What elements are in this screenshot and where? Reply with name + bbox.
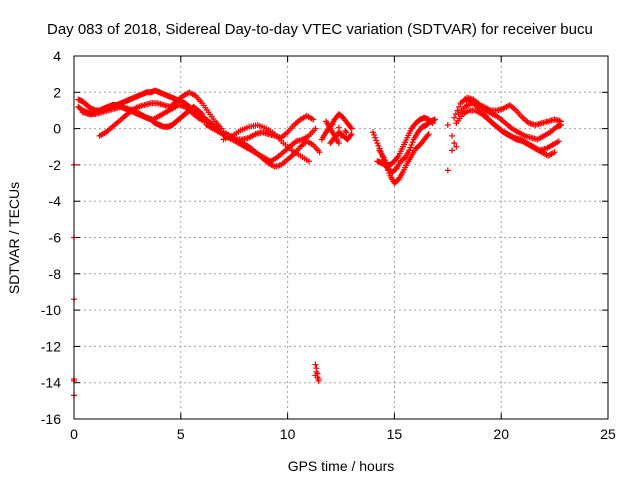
data-point-track-m bbox=[444, 167, 451, 174]
y-tick-label: -8 bbox=[49, 266, 62, 282]
data-point-track-l-interp bbox=[381, 157, 388, 164]
chart-title: Day 083 of 2018, Sidereal Day-to-day VTE… bbox=[47, 21, 593, 38]
data-point-track-o bbox=[555, 138, 562, 145]
data-point-track-i bbox=[335, 140, 342, 147]
data-point-track-i-interp bbox=[335, 124, 342, 131]
data-point-track-e bbox=[310, 116, 317, 123]
data-point-track-l bbox=[380, 154, 387, 161]
data-point-track-j bbox=[374, 140, 381, 147]
x-axis-label: GPS time / hours bbox=[288, 458, 395, 474]
data-point-track-p bbox=[558, 118, 565, 125]
data-point-track-m bbox=[449, 147, 456, 154]
x-tick-label: 20 bbox=[493, 426, 509, 442]
data-point-track-i-interp bbox=[347, 132, 354, 139]
x-tick-label: 10 bbox=[280, 426, 296, 442]
data-point-track-j-interp bbox=[424, 132, 431, 139]
y-tick-label: 0 bbox=[53, 121, 61, 137]
data-point-track-m bbox=[449, 132, 456, 139]
data-point-track-f bbox=[312, 125, 319, 132]
data-point-track-k-interp bbox=[394, 154, 401, 161]
data-point-track-j-interp bbox=[375, 142, 382, 149]
data-point-track-j-interp bbox=[373, 137, 380, 144]
data-point-track-i bbox=[348, 125, 355, 132]
data-point-outliers bbox=[313, 368, 320, 375]
plot-frame bbox=[73, 55, 609, 420]
data-point-track-l-interp bbox=[407, 144, 414, 151]
data-point-track-m bbox=[453, 143, 460, 150]
data-point-track-j bbox=[425, 131, 432, 138]
data-point-track-h bbox=[305, 158, 312, 165]
y-tick-label: -4 bbox=[49, 193, 62, 209]
data-point-track-g bbox=[316, 149, 323, 156]
data-point-track-n-interp bbox=[456, 103, 463, 110]
y-tick-label: -14 bbox=[41, 375, 61, 391]
data-point-track-i-interp bbox=[343, 129, 350, 136]
data-point-outliers bbox=[312, 361, 319, 368]
data-points bbox=[71, 87, 565, 399]
x-tick-label: 5 bbox=[177, 426, 185, 442]
y-tick-label: -16 bbox=[41, 411, 61, 427]
y-tick-label: -10 bbox=[41, 302, 61, 318]
data-point-track-q bbox=[551, 149, 558, 156]
data-point-track-j bbox=[370, 129, 377, 136]
grid bbox=[74, 56, 608, 419]
data-point-track-i-interp bbox=[347, 124, 354, 131]
data-point-outliers bbox=[315, 377, 322, 384]
y-tick-label: -12 bbox=[41, 338, 61, 354]
y-tick-label: -2 bbox=[49, 157, 62, 173]
y-tick-label: 2 bbox=[53, 84, 61, 100]
x-tick-label: 15 bbox=[387, 426, 403, 442]
y-tick-label: 4 bbox=[53, 48, 61, 64]
data-point-track-m bbox=[451, 140, 458, 147]
data-point-track-l-interp bbox=[409, 139, 416, 146]
y-axis-label: SDTVAR / TECUs bbox=[6, 182, 22, 294]
data-point-track-l-interp bbox=[382, 160, 389, 167]
data-point-track-l bbox=[431, 116, 438, 123]
data-point-track-l-interp bbox=[408, 141, 415, 148]
data-point-track-l-interp bbox=[383, 162, 390, 169]
data-point-track-l bbox=[406, 147, 413, 154]
data-point-track-m bbox=[444, 121, 451, 128]
y-tick-label: -6 bbox=[49, 230, 62, 246]
data-point-track-i-interp bbox=[342, 127, 349, 134]
data-point-track-i bbox=[348, 131, 355, 138]
data-point-track-j-interp bbox=[371, 131, 378, 138]
x-tick-label: 25 bbox=[600, 426, 616, 442]
x-tick-label: 0 bbox=[70, 426, 78, 442]
data-point-track-j-interp bbox=[372, 134, 379, 141]
data-point-track-n bbox=[451, 114, 458, 121]
